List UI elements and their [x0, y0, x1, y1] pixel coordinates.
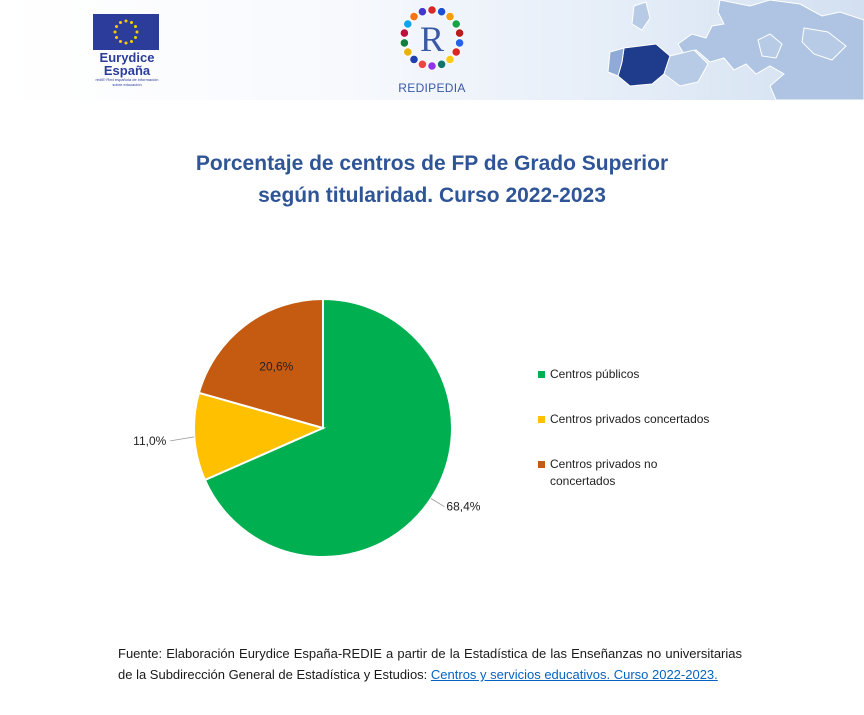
- redipedia-flag-dot-icon: [436, 7, 447, 17]
- pie-slice: [203, 297, 453, 558]
- eu-star-icon: [124, 19, 128, 23]
- redipedia-flag-dot-icon: [417, 59, 428, 69]
- eurydice-logo: Eurydice España redIE·Red española de in…: [93, 14, 161, 87]
- redipedia-flag-dot-icon: [399, 28, 409, 38]
- redipedia-flag-dot-icon: [403, 47, 413, 57]
- redipedia-flag-dot-icon: [427, 5, 437, 15]
- redipedia-flag-dot-icon: [409, 54, 419, 65]
- page-header: Eurydice España redIE·Red española de in…: [0, 0, 864, 100]
- chart-title: Porcentaje de centros de FP de Grado Sup…: [0, 148, 864, 212]
- redipedia-flag-dot-icon: [399, 38, 409, 48]
- source-note: Fuente: Elaboración Eurydice España-REDI…: [118, 643, 742, 685]
- legend-swatch: [538, 416, 545, 423]
- redipedia-flag-dot-icon: [445, 54, 455, 65]
- eurydice-logo-line2: España: [103, 63, 151, 78]
- redipedia-flag-dot-icon: [454, 38, 465, 48]
- legend-label-line: Centros privados no: [550, 457, 658, 471]
- eu-star-icon: [130, 40, 133, 43]
- eu-star-icon: [130, 21, 133, 24]
- eu-star-icon: [115, 25, 118, 28]
- redipedia-letter: R: [420, 19, 444, 59]
- pie-data-label: 68,4%: [446, 500, 480, 514]
- redipedia-flag-dot-icon: [427, 61, 437, 71]
- redipedia-ring-icon: R: [399, 5, 465, 71]
- redipedia-name: REDIPEDIA: [398, 81, 466, 95]
- eu-star-icon: [113, 30, 117, 34]
- pie-data-label: 11,0%: [133, 434, 166, 448]
- eu-star-icon: [119, 21, 122, 24]
- redipedia-flag-dot-icon: [417, 7, 428, 17]
- eu-star-icon: [135, 30, 139, 34]
- redipedia-flag-dot-icon: [445, 12, 455, 22]
- legend-swatch: [538, 461, 545, 468]
- pie-slice: [193, 391, 326, 482]
- redipedia-flag-dot-icon: [451, 47, 461, 57]
- redipedia-logo: R REDIPEDIA: [395, 4, 469, 95]
- eurydice-logo-line1: Eurydice: [99, 50, 155, 65]
- legend-label-line: Centros privados concertados: [550, 412, 710, 426]
- pie-leader-line: [170, 436, 195, 442]
- pie-leader-line: [430, 498, 445, 508]
- europe-map-icon: [607, 0, 864, 100]
- redipedia-flag-dot-icon: [409, 12, 419, 22]
- source-text: Fuente: Elaboración Eurydice España-REDI…: [118, 646, 742, 682]
- legend-label: Centros privados concertados: [550, 411, 709, 428]
- pie-slice: [197, 297, 324, 430]
- redipedia-flag-dot-icon: [436, 59, 447, 69]
- pie-chart: 68,4% 11,0% 20,6%: [133, 297, 481, 558]
- eu-star-icon: [124, 41, 128, 45]
- redipedia-flag-dot-icon: [403, 19, 413, 29]
- eu-flag-icon: [93, 14, 159, 50]
- legend-label-line: Centros públicos: [550, 367, 640, 381]
- eu-star-icon: [134, 36, 137, 39]
- redipedia-flag-dot-icon: [451, 19, 461, 29]
- source-link[interactable]: Centros y servicios educativos. Curso 20…: [430, 667, 718, 682]
- redipedia-flag-dot-icon: [454, 28, 465, 38]
- eu-star-icon: [134, 25, 137, 28]
- legend-swatch: [538, 371, 545, 378]
- eurydice-logo-tagline: redIE·Red española de información sobre …: [95, 77, 159, 87]
- chart-title-line1: Porcentaje de centros de FP de Grado Sup…: [195, 152, 669, 175]
- legend-label: Centros privados no concertados: [550, 456, 657, 490]
- eu-star-icon: [115, 36, 118, 39]
- pie-data-label: 20,6%: [259, 359, 293, 373]
- legend-label: Centros públicos: [550, 366, 639, 383]
- chart-title-line2: según titularidad. Curso 2022-2023: [258, 184, 606, 207]
- eu-star-icon: [119, 40, 122, 43]
- legend-label-line: concertados: [550, 474, 616, 488]
